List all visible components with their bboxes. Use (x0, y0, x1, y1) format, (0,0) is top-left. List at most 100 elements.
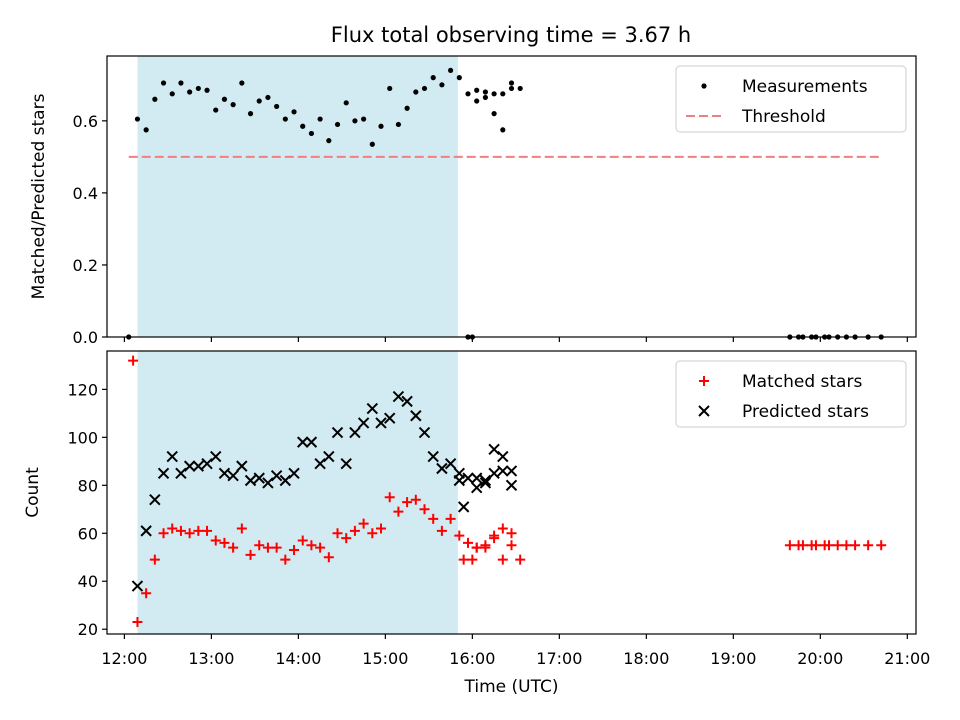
predicted-star-point (436, 462, 448, 475)
measurement-point (282, 116, 288, 122)
measurement-point (421, 85, 428, 92)
matched-star-point (810, 540, 821, 551)
predicted-star-point (349, 426, 361, 439)
y-tick-label: 60 (78, 524, 98, 543)
legend-label: Measurements (742, 77, 868, 97)
x-tick-label: 19:00 (710, 649, 756, 668)
matched-star-point (219, 537, 230, 548)
predicted-star-point (236, 460, 248, 472)
predicted-star-point (297, 436, 309, 448)
ratio-panel: 0.0 0.2 0.4 0.6 Matched/Predicted stars Measu… (29, 55, 917, 347)
matched-star-point (254, 540, 265, 551)
matched-star-point (349, 525, 360, 536)
x-tick-label: 14:00 (275, 649, 321, 668)
predicted-star-point (279, 474, 292, 487)
measurement-point (152, 96, 158, 102)
measurement-point (378, 123, 384, 129)
measurement-point (465, 91, 471, 97)
matched-star-point (132, 617, 143, 628)
measurement-point (482, 89, 489, 95)
matched-star-point (506, 540, 517, 551)
predicted-star-point (149, 493, 161, 506)
chart-title: Flux total observing time = 3.67 h (331, 23, 691, 47)
measurement-point (334, 121, 341, 128)
x-tick-label: 20:00 (797, 649, 843, 668)
matched-star-point (128, 355, 139, 366)
predicted-star-point (305, 436, 318, 448)
measurement-point (178, 80, 184, 86)
matched-star-point (376, 523, 387, 534)
matched-star-point (332, 528, 343, 539)
predicted-star-point (497, 450, 509, 463)
x-tick-label: 12:00 (101, 649, 147, 668)
legend-box (675, 360, 907, 428)
matched-star-point (419, 504, 430, 515)
legend-label: Predicted stars (742, 402, 869, 422)
measurement-point (352, 118, 358, 124)
measurement-point (517, 85, 523, 92)
measurement-point (500, 91, 506, 97)
measurement-point (221, 96, 228, 102)
predicted-star-point (357, 417, 370, 429)
y-tick-label: 0.6 (73, 112, 98, 131)
measurement-point (274, 103, 280, 110)
matched-star-point (480, 542, 491, 553)
measurement-point (187, 89, 193, 95)
predicted-star-point (479, 474, 492, 487)
matched-star-point (454, 530, 465, 541)
count-panel: 20 40 60 80 100 120 12:00 13:00 14:00 15:00 16:00 1… (23, 350, 930, 697)
predicted-star-point (210, 450, 222, 463)
legend-marker (698, 405, 710, 417)
x-axis-label: Time (UTC) (464, 677, 559, 697)
measurement-point (256, 98, 262, 104)
matched-star-point (228, 542, 239, 553)
measurement-point (482, 94, 489, 101)
predicted-star-point (331, 426, 344, 439)
observing-span (137, 56, 458, 337)
predicted-star-point (453, 467, 466, 480)
predicted-star-point (131, 580, 144, 592)
measurement-point (143, 127, 149, 133)
predicted-star-point (244, 474, 257, 487)
matched-star-point (850, 540, 861, 551)
axes-frame (106, 350, 917, 635)
predicted-star-point (227, 470, 239, 482)
measurement-point (404, 105, 410, 111)
measurement-point (195, 85, 201, 92)
axes-frame (106, 55, 917, 338)
x-tick-label: 21:00 (884, 649, 930, 668)
matched-star-point (306, 540, 317, 551)
measurement-point (361, 116, 367, 122)
matched-star-point (367, 528, 378, 539)
measurement-point (413, 89, 419, 95)
matched-star-point (428, 513, 439, 524)
matched-star-point (141, 588, 152, 599)
predicted-star-point (166, 450, 178, 463)
y-axis-label: Count (23, 467, 43, 518)
predicted-star-point (488, 467, 500, 480)
matched-star-point (184, 528, 195, 539)
matched-star-point (458, 554, 469, 565)
measurement-point (247, 111, 254, 117)
legend-label: Threshold (741, 107, 826, 127)
predicted-star-point (462, 472, 474, 484)
matched-star-point (167, 523, 178, 534)
predicted-star-point (505, 465, 518, 477)
predicted-star-point (262, 477, 274, 489)
y-tick-label: 0.2 (73, 256, 98, 275)
matched-star-point (497, 554, 508, 565)
matched-star-point (863, 540, 874, 551)
matched-star-point (506, 528, 517, 539)
measurement-point (213, 107, 219, 113)
predicted-star-point (470, 472, 483, 484)
predicted-star-point (497, 465, 509, 477)
matched-star-point (445, 513, 456, 524)
matched-star-point (841, 540, 852, 551)
predicted-star-point (470, 481, 483, 494)
measurement-point (239, 80, 245, 86)
matched-star-point (193, 525, 204, 536)
matched-star-point (471, 542, 482, 553)
predicted-star-point (444, 458, 457, 470)
measurement-point (430, 75, 436, 81)
measurement-point (160, 80, 167, 86)
